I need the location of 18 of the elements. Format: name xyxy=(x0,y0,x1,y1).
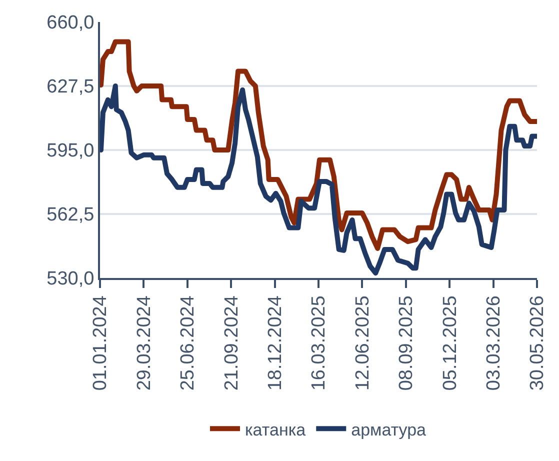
legend-label: арматура xyxy=(351,420,427,440)
x-tick-label: 05.12.2025 xyxy=(440,296,461,391)
y-tick-label: 595,0 xyxy=(46,140,94,162)
x-tick-label: 08.09.2025 xyxy=(396,296,418,391)
x-tick-label: 30.05.2026 xyxy=(527,296,548,391)
x-tick-label: 12.06.2025 xyxy=(352,296,374,391)
x-tick-label: 25.06.2024 xyxy=(178,295,199,391)
legend-label: катанка xyxy=(245,420,306,440)
x-tick-label: 21.09.2024 xyxy=(221,295,242,391)
x-tick-label: 18.12.2024 xyxy=(264,295,286,391)
x-tick-label: 16.03.2025 xyxy=(308,296,330,391)
y-tick-label: 530,0 xyxy=(46,268,94,290)
y-tick-label: 627,5 xyxy=(46,76,94,98)
x-tick-label: 01.01.2024 xyxy=(90,295,112,391)
x-tick-label: 29.03.2024 xyxy=(134,295,155,391)
y-tick-label: 562,5 xyxy=(46,204,94,226)
y-tick-label: 660,0 xyxy=(46,12,94,34)
x-tick-label: 03.03.2026 xyxy=(483,296,504,391)
